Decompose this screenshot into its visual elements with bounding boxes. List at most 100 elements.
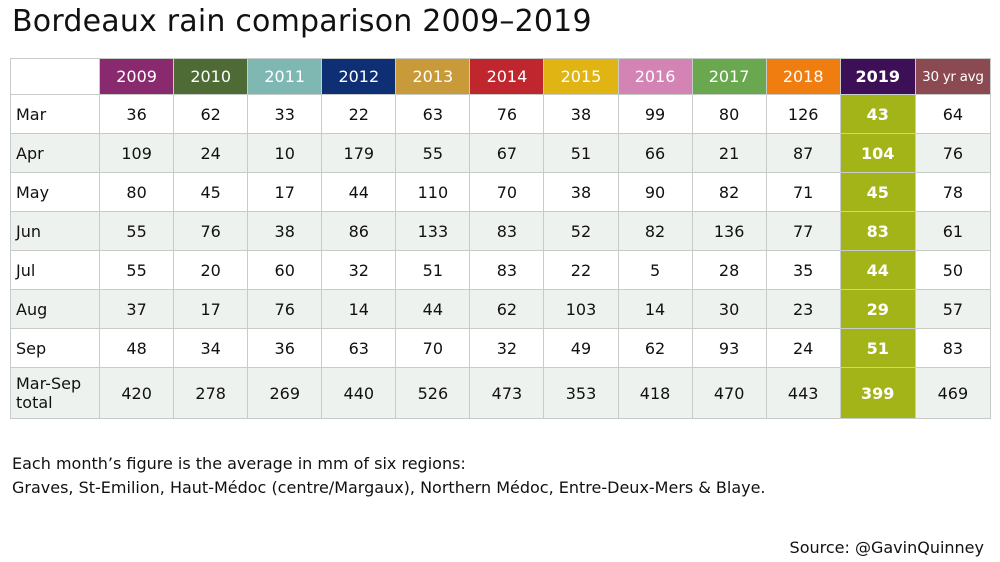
data-cell: 76 (247, 289, 323, 329)
data-cell: 179 (321, 133, 397, 173)
table-row: Apr 109 24 10 179 55 67 51 66 21 87 104 76 (9, 133, 992, 173)
row-label: Sep (9, 328, 101, 368)
data-cell: 136 (691, 211, 767, 251)
data-cell: 30 (691, 289, 767, 329)
table-row: Jun 55 76 38 86 133 83 52 82 136 77 83 61 (9, 211, 992, 251)
column-header-2: 2011 (247, 58, 323, 95)
row-label: Jun (9, 211, 101, 251)
row-label: Jul (9, 250, 101, 290)
data-cell: 82 (691, 172, 767, 212)
table-row: Jul 55 20 60 32 51 83 22 5 28 35 44 50 (9, 250, 992, 290)
data-cell: 14 (617, 289, 693, 329)
column-header-5: 2014 (469, 58, 545, 95)
data-cell: 45 (173, 172, 249, 212)
data-cell: 32 (469, 328, 545, 368)
data-cell: 34 (173, 328, 249, 368)
data-cell: 50 (914, 250, 992, 290)
data-cell: 76 (469, 94, 545, 134)
data-cell: 14 (321, 289, 397, 329)
source-credit: Source: @GavinQuinney (789, 538, 984, 557)
data-cell: 43 (839, 94, 916, 134)
data-cell: 469 (914, 367, 992, 419)
data-cell: 66 (617, 133, 693, 173)
data-cell: 80 (99, 172, 175, 212)
column-header-3: 2012 (321, 58, 397, 95)
column-header-4: 2013 (395, 58, 471, 95)
table-row: Mar-Sep total 420 278 269 440 526 473 353 418 470… (9, 367, 992, 419)
data-cell: 62 (617, 328, 693, 368)
data-cell: 80 (691, 94, 767, 134)
rain-table: 2009 2010 2011 2012 2013 2014 2015 2016 2017 2018… (9, 58, 992, 419)
corner-cell (9, 58, 101, 95)
data-cell: 24 (173, 133, 249, 173)
table-row: Aug 37 17 76 14 44 62 103 14 30 23 29 57 (9, 289, 992, 329)
chart-title: Bordeaux rain comparison 2009–2019 (12, 4, 592, 39)
data-cell: 61 (914, 211, 992, 251)
row-label: Mar-Sep total (9, 367, 101, 419)
column-header-1: 2010 (173, 58, 249, 95)
data-cell: 77 (765, 211, 841, 251)
data-cell: 32 (321, 250, 397, 290)
data-cell: 52 (543, 211, 619, 251)
data-cell: 22 (321, 94, 397, 134)
row-label: Apr (9, 133, 101, 173)
data-cell: 71 (765, 172, 841, 212)
column-header-11: 30 yr avg (914, 58, 992, 95)
column-header-7: 2016 (617, 58, 693, 95)
data-cell: 110 (395, 172, 471, 212)
data-cell: 45 (839, 172, 916, 212)
data-cell: 443 (765, 367, 841, 419)
table-body: Mar 36 62 33 22 63 76 38 99 80 126 43 64 Apr 109 24 10 17… (9, 94, 992, 419)
data-cell: 470 (691, 367, 767, 419)
data-cell: 44 (839, 250, 916, 290)
data-cell: 109 (99, 133, 175, 173)
data-cell: 526 (395, 367, 471, 419)
data-cell: 278 (173, 367, 249, 419)
data-cell: 78 (914, 172, 992, 212)
footnote-line-2: Graves, St-Emilion, Haut-Médoc (centre/M… (12, 478, 766, 497)
data-cell: 55 (99, 250, 175, 290)
footnote: Each month’s figure is the average in mm… (12, 452, 766, 500)
data-cell: 67 (469, 133, 545, 173)
data-cell: 60 (247, 250, 323, 290)
data-cell: 473 (469, 367, 545, 419)
data-cell: 126 (765, 94, 841, 134)
data-cell: 10 (247, 133, 323, 173)
data-cell: 440 (321, 367, 397, 419)
data-cell: 86 (321, 211, 397, 251)
data-cell: 63 (321, 328, 397, 368)
column-header-10: 2019 (839, 58, 916, 95)
data-cell: 55 (99, 211, 175, 251)
row-label: May (9, 172, 101, 212)
data-cell: 37 (99, 289, 175, 329)
table-row: Mar 36 62 33 22 63 76 38 99 80 126 43 64 (9, 94, 992, 134)
data-cell: 83 (914, 328, 992, 368)
data-cell: 399 (839, 367, 916, 419)
column-header-0: 2009 (99, 58, 175, 95)
data-cell: 38 (247, 211, 323, 251)
data-cell: 36 (99, 94, 175, 134)
data-cell: 21 (691, 133, 767, 173)
table-row: May 80 45 17 44 110 70 38 90 82 71 45 78 (9, 172, 992, 212)
data-cell: 17 (247, 172, 323, 212)
data-cell: 44 (395, 289, 471, 329)
data-cell: 38 (543, 94, 619, 134)
data-cell: 103 (543, 289, 619, 329)
row-label: Mar (9, 94, 101, 134)
data-cell: 70 (469, 172, 545, 212)
column-header-8: 2017 (691, 58, 767, 95)
data-cell: 17 (173, 289, 249, 329)
data-cell: 23 (765, 289, 841, 329)
rain-table-container: 2009 2010 2011 2012 2013 2014 2015 2016 2017 2018… (9, 58, 992, 419)
data-cell: 418 (617, 367, 693, 419)
data-cell: 62 (469, 289, 545, 329)
data-cell: 99 (617, 94, 693, 134)
data-cell: 35 (765, 250, 841, 290)
data-cell: 83 (839, 211, 916, 251)
data-cell: 44 (321, 172, 397, 212)
data-cell: 49 (543, 328, 619, 368)
data-cell: 5 (617, 250, 693, 290)
data-cell: 70 (395, 328, 471, 368)
data-cell: 90 (617, 172, 693, 212)
data-cell: 20 (173, 250, 249, 290)
